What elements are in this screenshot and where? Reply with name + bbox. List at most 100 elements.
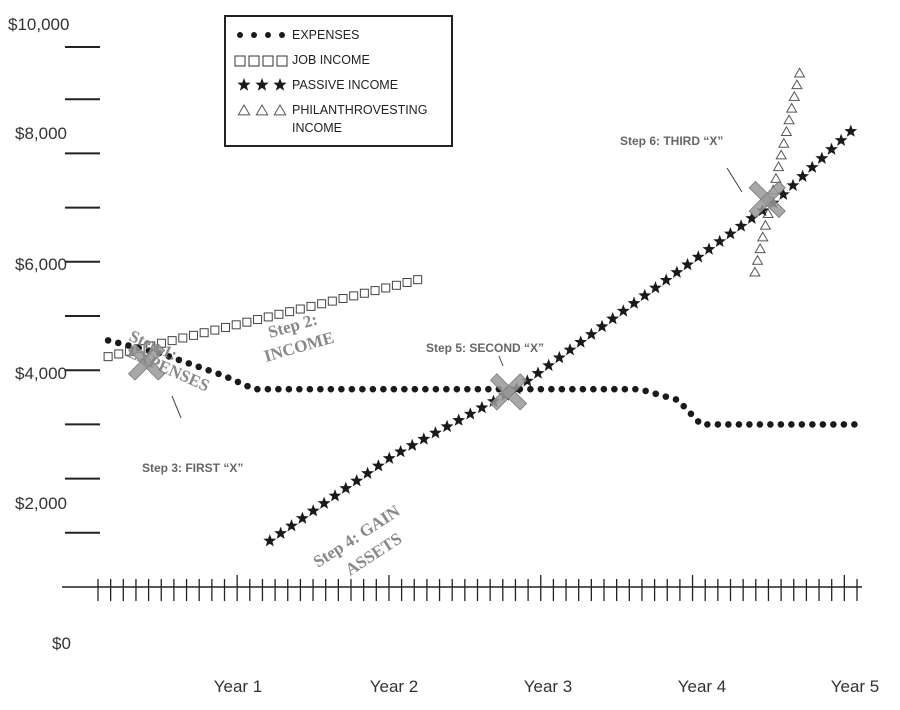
- data-point-star: [649, 281, 662, 294]
- data-point-dot: [338, 385, 345, 393]
- data-point-square: [381, 283, 391, 293]
- legend-label-job-income: JOB INCOME: [292, 53, 370, 67]
- data-point-square: [402, 277, 412, 287]
- data-point-dot: [390, 385, 398, 393]
- data-point-dot: [485, 385, 492, 393]
- data-point-star: [350, 474, 364, 487]
- y-tick-label-4000: $4,000: [15, 364, 67, 383]
- data-point-dot: [590, 385, 597, 393]
- data-point-dot: [443, 385, 450, 393]
- data-point-square: [295, 304, 305, 314]
- legend-dot: [237, 32, 243, 38]
- data-point-dot: [275, 385, 282, 393]
- legend-label-philanthrovesting: PHILANTHROVESTING: [292, 103, 427, 117]
- data-point-dot: [464, 385, 471, 393]
- data-point-star: [452, 413, 466, 426]
- data-point-triangle: [756, 231, 769, 242]
- legend-label-expenses: EXPENSES: [292, 28, 359, 42]
- legend-dot: [279, 32, 285, 38]
- data-point-triangle: [772, 161, 785, 172]
- data-point-star: [776, 187, 790, 200]
- y-tick-label-8000: $8,000: [15, 124, 67, 143]
- data-point-dot: [767, 421, 774, 428]
- data-point-dot: [756, 421, 764, 428]
- data-point-triangle: [793, 67, 806, 78]
- data-point-dot: [264, 385, 272, 393]
- crossing-x-mark: [748, 180, 786, 219]
- data-point-dot: [234, 378, 242, 386]
- legend-dot: [265, 32, 271, 38]
- data-point-triangle: [754, 243, 766, 254]
- data-point-triangle: [788, 90, 801, 101]
- data-point-square: [349, 291, 359, 301]
- data-point-star: [659, 273, 673, 286]
- data-point-dot: [777, 421, 785, 428]
- data-point-dot: [569, 385, 576, 393]
- data-point-dot: [621, 385, 629, 393]
- data-point-dot: [205, 367, 212, 374]
- legend-label-passive-income: PASSIVE INCOME: [292, 78, 398, 92]
- data-point-square: [188, 330, 198, 340]
- data-point-square: [242, 317, 252, 327]
- data-point-star: [306, 504, 320, 517]
- series-job-income: [103, 275, 423, 362]
- data-point-dot: [422, 385, 429, 393]
- data-point-square: [263, 312, 273, 322]
- data-point-triangle: [751, 254, 764, 265]
- legend-star: [237, 78, 251, 91]
- data-point-star: [417, 432, 431, 445]
- data-point-triangle: [770, 172, 782, 183]
- data-point-star: [627, 296, 641, 309]
- step6-label: Step 6: THIRD “X”: [620, 134, 723, 148]
- data-point-square: [103, 352, 113, 362]
- step5-label: Step 5: SECOND “X”: [426, 341, 544, 355]
- x-axis: [62, 575, 862, 601]
- data-point-square: [285, 307, 295, 317]
- data-point-dot: [662, 393, 670, 400]
- data-point-square: [199, 328, 209, 338]
- data-point-dot: [348, 385, 356, 393]
- data-point-square: [167, 336, 177, 346]
- crossing-marks: [128, 180, 786, 411]
- data-point-dot: [327, 385, 335, 393]
- data-point-triangle: [775, 149, 787, 160]
- data-point-dot: [474, 385, 482, 393]
- step6-arrow: [726, 167, 743, 193]
- data-point-dot: [244, 382, 251, 390]
- data-point-dot: [840, 421, 848, 428]
- data-point-star: [574, 335, 588, 348]
- data-point-triangle: [777, 137, 790, 148]
- legend-triangle: [255, 103, 269, 116]
- legend-square: [276, 55, 288, 67]
- data-point-dot: [432, 385, 440, 393]
- data-point-square: [253, 315, 263, 325]
- data-point-dot: [453, 385, 461, 393]
- data-point-star: [734, 219, 748, 232]
- data-point-square: [317, 299, 327, 309]
- data-point-dot: [819, 421, 827, 428]
- data-point-square: [359, 288, 369, 298]
- step3-label: Step 3: FIRST “X”: [142, 461, 243, 475]
- data-point-star: [361, 466, 374, 479]
- data-point-dot: [537, 385, 545, 393]
- data-point-square: [178, 333, 188, 343]
- data-point-dot: [632, 385, 639, 393]
- data-point-dot: [714, 421, 722, 428]
- data-point-star: [834, 133, 848, 146]
- data-point-star: [825, 142, 838, 155]
- data-point-star: [371, 459, 385, 472]
- data-point-star: [274, 526, 288, 539]
- data-point-star: [440, 419, 454, 433]
- data-point-star: [844, 124, 858, 137]
- data-point-triangle: [749, 266, 761, 277]
- data-point-square: [338, 294, 348, 304]
- data-point-dot: [411, 385, 419, 393]
- y-tick-label-0: $0: [52, 634, 71, 653]
- data-point-star: [405, 438, 419, 451]
- step5-arrow: [498, 355, 504, 367]
- data-point-dot: [788, 421, 795, 428]
- data-point-dot: [642, 387, 649, 395]
- x-tick-labels: Year 1 Year 2 Year 3 Year 4 Year 5: [214, 677, 880, 696]
- data-point-dot: [296, 385, 303, 393]
- data-point-square: [370, 286, 380, 296]
